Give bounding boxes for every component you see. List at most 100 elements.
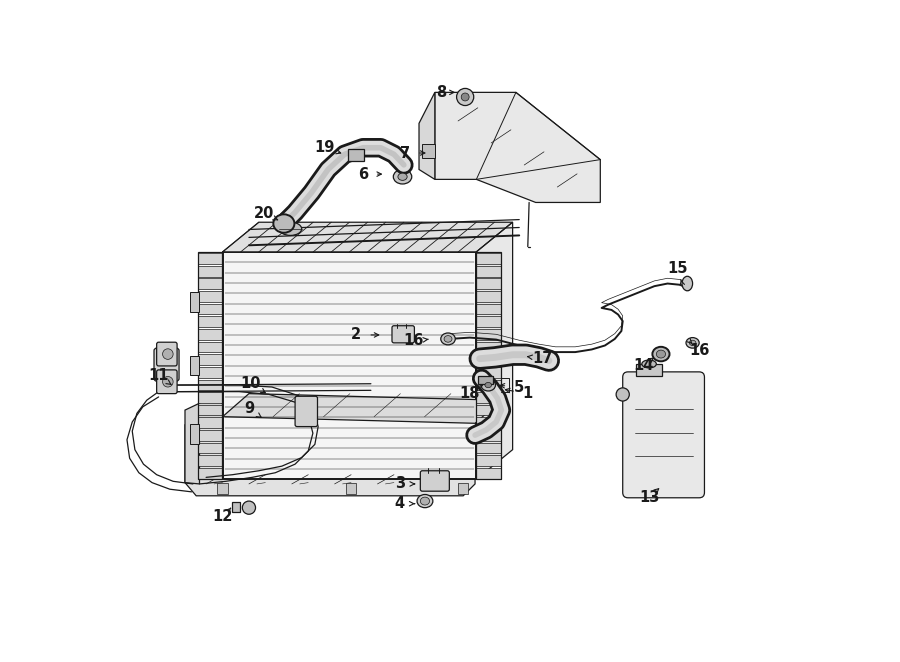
Bar bbox=[348, 149, 364, 161]
Bar bbox=[198, 253, 222, 264]
Ellipse shape bbox=[686, 338, 699, 348]
Bar bbox=[198, 443, 222, 453]
FancyBboxPatch shape bbox=[157, 342, 177, 366]
Bar bbox=[476, 252, 500, 479]
Ellipse shape bbox=[444, 336, 452, 342]
Bar bbox=[476, 405, 500, 416]
Bar bbox=[476, 367, 500, 377]
Text: 14: 14 bbox=[633, 357, 653, 373]
Bar bbox=[198, 392, 222, 403]
Text: 7: 7 bbox=[400, 146, 410, 160]
Text: 9: 9 bbox=[244, 401, 254, 416]
Text: 8: 8 bbox=[436, 85, 446, 100]
Polygon shape bbox=[222, 394, 501, 423]
Bar bbox=[198, 455, 222, 466]
Bar bbox=[198, 430, 222, 441]
Text: 18: 18 bbox=[460, 386, 480, 401]
Text: 3: 3 bbox=[395, 477, 405, 491]
Bar bbox=[478, 376, 493, 384]
Bar bbox=[198, 304, 222, 314]
Bar bbox=[198, 329, 222, 340]
Polygon shape bbox=[185, 418, 475, 496]
Text: 5: 5 bbox=[514, 379, 525, 395]
Bar bbox=[458, 483, 469, 495]
Bar bbox=[198, 252, 222, 479]
Bar bbox=[422, 144, 435, 158]
Bar bbox=[217, 483, 228, 495]
Bar bbox=[476, 443, 500, 453]
Circle shape bbox=[616, 388, 629, 401]
Text: 17: 17 bbox=[532, 351, 553, 366]
Text: 4: 4 bbox=[395, 496, 405, 511]
FancyBboxPatch shape bbox=[392, 326, 414, 343]
Bar bbox=[476, 279, 500, 289]
Text: 12: 12 bbox=[212, 509, 233, 524]
Bar bbox=[476, 342, 500, 352]
Circle shape bbox=[461, 93, 469, 101]
Bar bbox=[198, 468, 222, 479]
Bar bbox=[232, 502, 240, 512]
Bar bbox=[198, 316, 222, 327]
Bar bbox=[476, 304, 500, 314]
Ellipse shape bbox=[398, 173, 407, 180]
Ellipse shape bbox=[682, 276, 693, 291]
Polygon shape bbox=[185, 397, 222, 484]
Bar bbox=[198, 418, 222, 428]
Bar bbox=[198, 379, 222, 390]
Bar bbox=[476, 455, 500, 466]
Text: 11: 11 bbox=[148, 368, 169, 383]
FancyBboxPatch shape bbox=[157, 370, 177, 394]
Text: 10: 10 bbox=[240, 376, 261, 391]
Ellipse shape bbox=[485, 383, 491, 388]
FancyBboxPatch shape bbox=[623, 372, 705, 498]
Text: 16: 16 bbox=[403, 334, 424, 348]
Ellipse shape bbox=[689, 340, 696, 346]
Bar bbox=[636, 364, 662, 376]
Bar bbox=[190, 292, 199, 312]
Ellipse shape bbox=[441, 333, 455, 345]
Circle shape bbox=[456, 89, 473, 105]
Bar bbox=[190, 355, 199, 375]
Bar bbox=[476, 354, 500, 365]
Bar bbox=[476, 430, 500, 441]
Bar bbox=[476, 418, 500, 428]
Text: 16: 16 bbox=[689, 344, 709, 358]
Ellipse shape bbox=[417, 495, 433, 508]
Polygon shape bbox=[435, 93, 600, 203]
Circle shape bbox=[163, 377, 173, 387]
Bar bbox=[198, 266, 222, 277]
Ellipse shape bbox=[393, 169, 412, 184]
Bar bbox=[476, 253, 500, 264]
Polygon shape bbox=[476, 222, 513, 479]
FancyBboxPatch shape bbox=[154, 348, 179, 381]
Bar bbox=[476, 468, 500, 479]
Bar bbox=[476, 329, 500, 340]
Ellipse shape bbox=[420, 497, 429, 505]
Bar bbox=[476, 266, 500, 277]
Text: 15: 15 bbox=[667, 261, 688, 276]
Ellipse shape bbox=[652, 347, 670, 361]
Bar bbox=[198, 291, 222, 302]
Bar bbox=[476, 392, 500, 403]
Bar bbox=[198, 405, 222, 416]
Bar bbox=[476, 291, 500, 302]
Bar bbox=[346, 483, 356, 495]
Bar bbox=[198, 354, 222, 365]
Circle shape bbox=[242, 501, 256, 514]
Bar bbox=[198, 342, 222, 352]
Text: 6: 6 bbox=[358, 167, 368, 181]
Bar bbox=[476, 316, 500, 327]
Text: 19: 19 bbox=[315, 140, 335, 155]
Circle shape bbox=[163, 349, 173, 359]
FancyBboxPatch shape bbox=[295, 397, 318, 426]
Ellipse shape bbox=[656, 350, 666, 358]
Ellipse shape bbox=[274, 214, 294, 233]
FancyBboxPatch shape bbox=[420, 471, 449, 491]
Bar bbox=[476, 379, 500, 390]
Text: 13: 13 bbox=[639, 490, 660, 504]
Polygon shape bbox=[222, 252, 476, 479]
Text: 20: 20 bbox=[254, 206, 274, 221]
Ellipse shape bbox=[481, 379, 496, 391]
Bar bbox=[190, 424, 199, 444]
Text: 1: 1 bbox=[523, 386, 533, 401]
